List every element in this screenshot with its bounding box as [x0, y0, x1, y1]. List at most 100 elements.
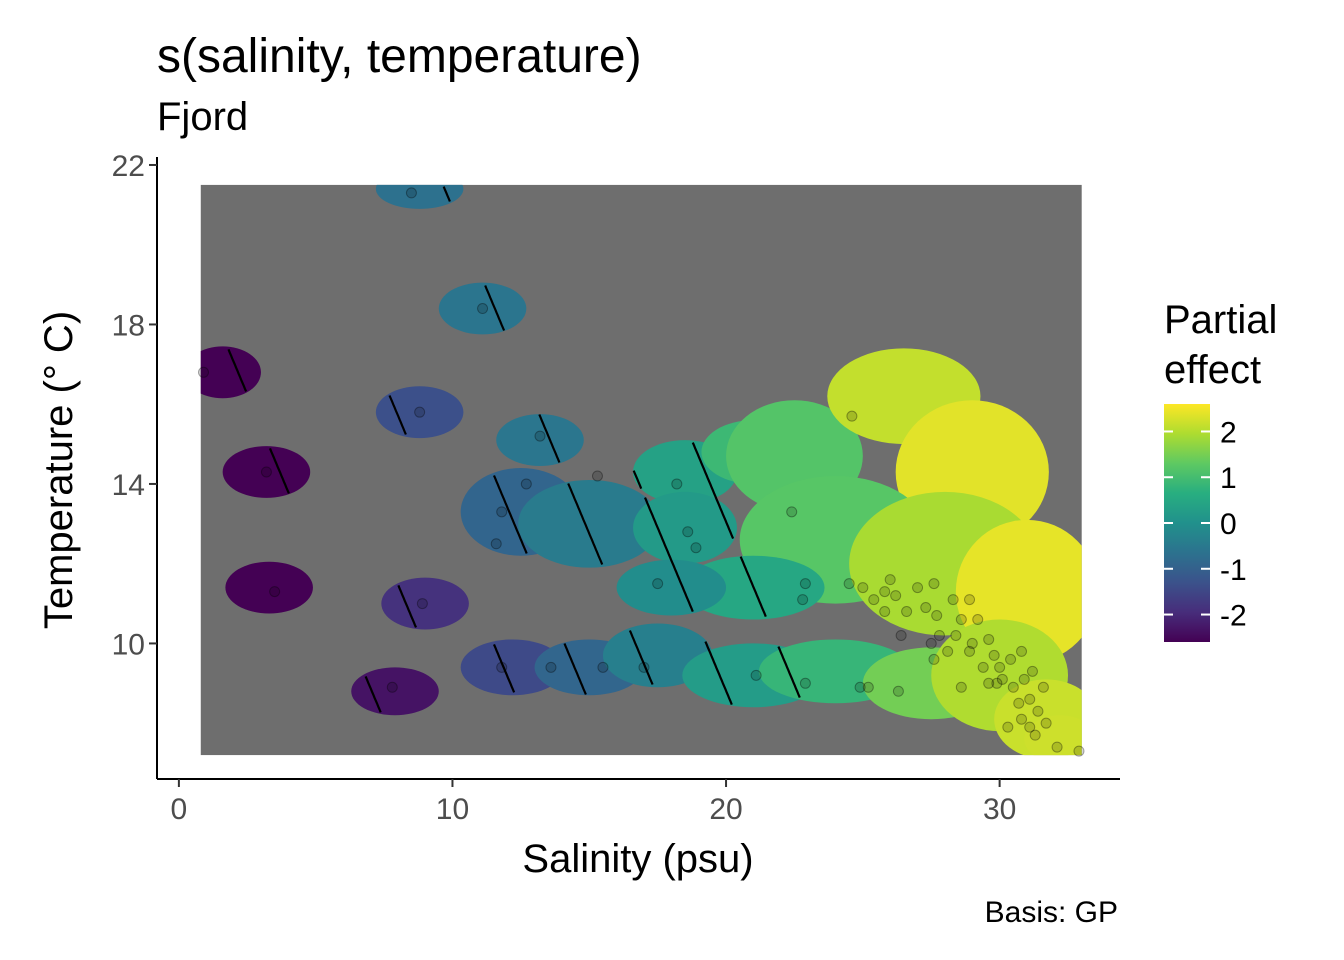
data-point — [1073, 745, 1085, 757]
data-point — [901, 606, 913, 618]
y-tick-label: 14 — [112, 469, 145, 502]
data-point — [496, 661, 508, 673]
data-point — [1013, 697, 1025, 709]
contour-line — [628, 630, 654, 685]
data-point — [496, 506, 508, 518]
points-layer — [198, 187, 1085, 757]
data-point — [857, 582, 869, 594]
legend-title-line-2: effect — [1164, 348, 1261, 392]
data-point — [846, 410, 858, 422]
data-point — [996, 673, 1008, 685]
data-point — [1016, 645, 1028, 657]
data-point — [862, 681, 874, 693]
data-point — [950, 629, 962, 641]
contour-line — [691, 442, 735, 540]
contour-line — [268, 447, 290, 494]
data-point — [966, 637, 978, 649]
data-point — [652, 578, 664, 590]
contour-line — [567, 483, 604, 565]
coverage-region — [616, 559, 727, 616]
data-point — [682, 526, 694, 538]
data-point — [955, 681, 967, 693]
coverage-region — [518, 479, 661, 568]
data-point — [597, 661, 609, 673]
data-point — [520, 478, 532, 490]
data-point — [977, 661, 989, 673]
coverage-region — [381, 577, 469, 630]
coverage-region — [1024, 715, 1082, 756]
data-point — [925, 637, 937, 649]
y-tick-label: 18 — [112, 309, 145, 342]
data-point — [955, 614, 967, 626]
data-point — [879, 586, 891, 598]
data-point — [988, 649, 1000, 661]
data-point — [260, 466, 272, 478]
data-point — [928, 578, 940, 590]
y-axis-title: Temperature (° C) — [37, 311, 81, 629]
contour-line — [364, 675, 382, 713]
data-point — [405, 187, 417, 199]
axes: 0 10 20 30 10 14 18 22 — [112, 150, 1120, 826]
data-point — [414, 406, 426, 418]
data-point — [983, 633, 995, 645]
data-point — [671, 478, 683, 490]
legend-tick-label: 2 — [1220, 416, 1237, 449]
data-point — [884, 574, 896, 586]
data-point — [1051, 741, 1063, 753]
data-point — [933, 629, 945, 641]
data-point — [895, 629, 907, 641]
data-point — [386, 681, 398, 693]
data-point — [868, 594, 880, 606]
coverage-region — [200, 346, 261, 399]
y-ticks: 10 14 18 22 — [112, 150, 157, 661]
contour-line — [442, 186, 451, 202]
data-point — [892, 685, 904, 697]
data-point — [994, 661, 1006, 673]
data-point — [879, 606, 891, 618]
x-tick-label: 20 — [709, 793, 742, 826]
legend-tick-label: 1 — [1220, 462, 1237, 495]
data-point — [1029, 729, 1041, 741]
coverage-region — [375, 184, 464, 209]
x-tick-label: 10 — [436, 793, 469, 826]
data-point — [928, 653, 940, 665]
x-tick-label: 0 — [171, 793, 188, 826]
plot-panel — [198, 184, 1085, 757]
contour-line — [632, 470, 643, 490]
data-point — [964, 594, 976, 606]
y-tick-label: 22 — [112, 150, 145, 183]
data-point — [983, 677, 995, 689]
data-point — [1024, 721, 1036, 733]
x-axis-title: Salinity (psu) — [522, 837, 753, 881]
data-point — [690, 542, 702, 554]
contour-line — [492, 643, 516, 693]
data-point — [1005, 653, 1017, 665]
data-point — [1026, 665, 1038, 677]
data-point — [198, 366, 210, 378]
contour-line — [484, 285, 506, 331]
data-point — [843, 578, 855, 590]
data-point — [1007, 681, 1019, 693]
data-point — [269, 586, 281, 598]
data-point — [490, 538, 502, 550]
legend-title-line-1: Partial — [1164, 298, 1277, 342]
chart-subtitle: Fjord — [157, 95, 248, 139]
data-point — [534, 430, 546, 442]
coverage-region — [496, 414, 584, 467]
data-point — [1016, 713, 1028, 725]
coverage-region — [460, 639, 565, 696]
contour-layer — [227, 186, 801, 713]
data-point — [991, 677, 1003, 689]
legend-ticks: 2 1 0 -1 -2 — [1164, 416, 1247, 633]
data-point — [1040, 717, 1052, 729]
data-point — [947, 594, 959, 606]
data-point — [750, 669, 762, 681]
coverage-region — [375, 386, 464, 439]
data-point — [854, 681, 866, 693]
data-point — [1024, 693, 1036, 705]
legend-tick-label: -1 — [1220, 554, 1247, 587]
legend-tick-label: -2 — [1220, 600, 1247, 633]
contour-line — [388, 395, 407, 435]
data-point — [964, 645, 976, 657]
